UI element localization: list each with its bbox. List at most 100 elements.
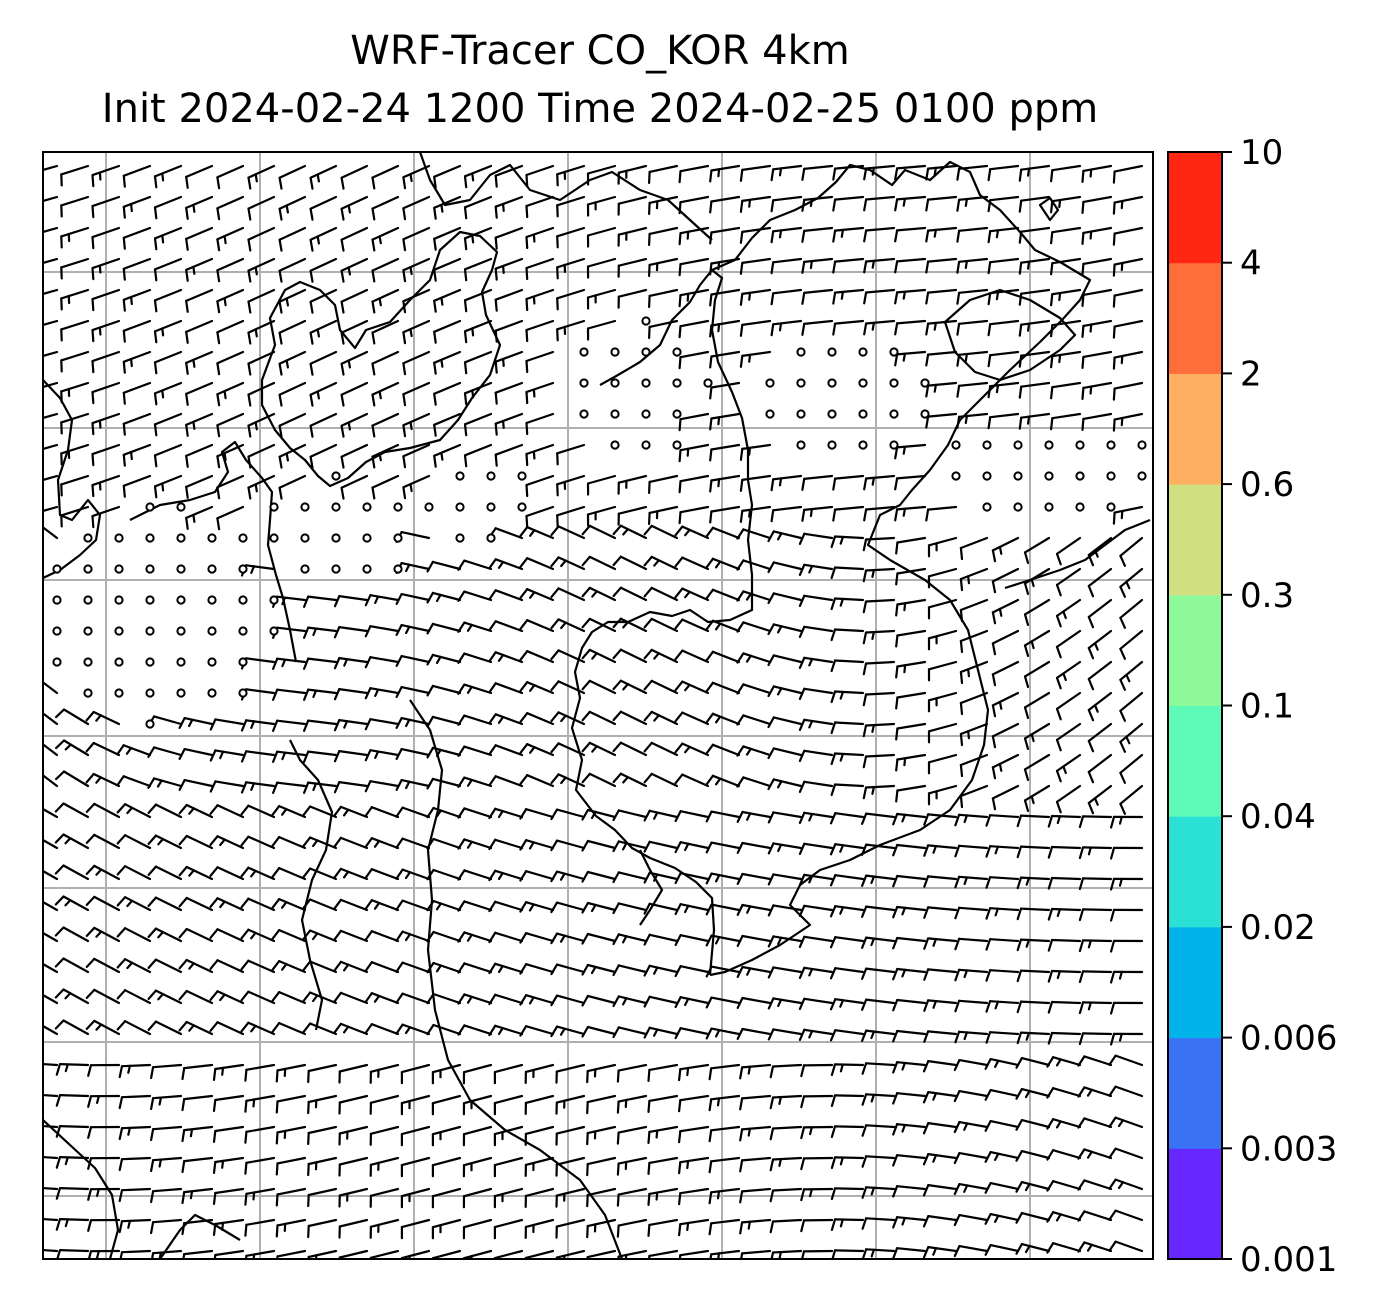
wind-barb (674, 872, 710, 885)
wind-barb (647, 195, 679, 215)
wind-barb (555, 1218, 586, 1239)
wind-barb (247, 195, 276, 221)
wind-barb (247, 474, 276, 500)
wind-barb (830, 1063, 865, 1077)
wind-barb (402, 443, 431, 469)
wind-barb (303, 657, 338, 670)
wind-barb (209, 990, 245, 1005)
wind-barb (369, 1063, 400, 1084)
wind-barb (395, 930, 431, 943)
wind-barb (678, 257, 710, 277)
wind-barb (1023, 722, 1051, 751)
wind-barb (767, 842, 803, 855)
calm-circle (83, 657, 93, 667)
wind-barb (493, 1125, 524, 1147)
calm-circle (362, 502, 372, 512)
wind-barb (953, 1120, 989, 1134)
wind-barb (798, 873, 834, 887)
wind-barb (43, 869, 59, 881)
wind-barb (302, 805, 338, 819)
wind-barb (369, 1249, 400, 1259)
wind-barb (927, 629, 958, 651)
coastline-taiwan-strait (43, 1119, 120, 1259)
wind-barb (555, 1094, 586, 1115)
wind-barb (894, 226, 927, 243)
wind-barb (494, 195, 524, 219)
wind-barb (767, 716, 803, 729)
wind-barb (400, 1156, 431, 1178)
wind-barb (612, 809, 648, 822)
wind-barb (395, 623, 431, 637)
wind-barb (333, 1022, 369, 1036)
wind-barb (364, 1023, 400, 1036)
wind-barb (1016, 1031, 1051, 1045)
wind-barb (953, 1151, 989, 1165)
wind-barb (739, 1156, 772, 1173)
wind-barb (985, 907, 1020, 920)
calm-circle (1044, 471, 1054, 481)
calm-circle (83, 564, 93, 574)
wind-barb (333, 991, 369, 1005)
wind-barb (209, 1021, 245, 1036)
wind-barb (463, 288, 493, 313)
wind-barb (178, 896, 214, 912)
wind-barb (519, 963, 555, 975)
wind-barb (1087, 660, 1113, 691)
wind-barb (984, 1212, 1020, 1225)
wind-barb (892, 1092, 927, 1105)
wind-barb (674, 1027, 710, 1040)
wind-barb (302, 898, 338, 912)
wind-barb (116, 803, 152, 819)
wind-barb (85, 988, 121, 1005)
colorbar-tick-label: 4 (1240, 244, 1262, 284)
calm-circle (1137, 440, 1147, 450)
wind-barb (244, 1156, 276, 1175)
wind-barb (922, 1059, 958, 1073)
wind-barb (1108, 1240, 1144, 1253)
wind-barb (616, 1156, 648, 1176)
wind-barb (116, 834, 152, 850)
wind-barb (1112, 164, 1144, 184)
wind-barb (216, 474, 245, 500)
wind-barb (798, 1028, 834, 1042)
wind-barb (275, 1125, 307, 1145)
wind-barb (91, 443, 121, 467)
wind-barb (798, 532, 834, 546)
wind-barb (862, 691, 896, 707)
wind-barb (43, 993, 59, 1005)
wind-barb (892, 1029, 927, 1043)
wind-barb (185, 226, 214, 251)
wind-barb (369, 1125, 400, 1146)
wind-barb (1023, 660, 1051, 689)
wind-barb (122, 381, 152, 405)
wind-barb (581, 963, 617, 976)
wind-barb (85, 957, 121, 974)
wind-barb (863, 195, 896, 212)
wind-barb (240, 835, 276, 850)
calm-circle (827, 409, 837, 419)
wind-barb (247, 164, 276, 190)
wind-barb (212, 1063, 245, 1082)
wind-barb (1023, 629, 1051, 658)
wind-barb (54, 988, 90, 1005)
wind-barb (309, 350, 338, 376)
wind-barb (519, 839, 555, 851)
calm-circle (982, 502, 992, 512)
wind-barb (1047, 814, 1082, 828)
wind-barb (153, 443, 183, 468)
calm-circle (52, 626, 62, 636)
wind-barb (426, 1023, 462, 1036)
calm-circle (951, 471, 961, 481)
wind-barb (493, 1063, 524, 1085)
wind-barb (1047, 845, 1082, 859)
wind-barb (985, 1031, 1020, 1044)
wind-barb (1049, 350, 1082, 369)
wind-barb (1018, 381, 1051, 399)
wind-barb (959, 567, 989, 592)
calm-circle (207, 657, 217, 667)
wind-barb (307, 1156, 338, 1177)
calm-circle (672, 378, 682, 388)
wind-barb (927, 691, 958, 713)
wind-barb (895, 784, 927, 803)
wind-barbs-field (43, 164, 1144, 1259)
